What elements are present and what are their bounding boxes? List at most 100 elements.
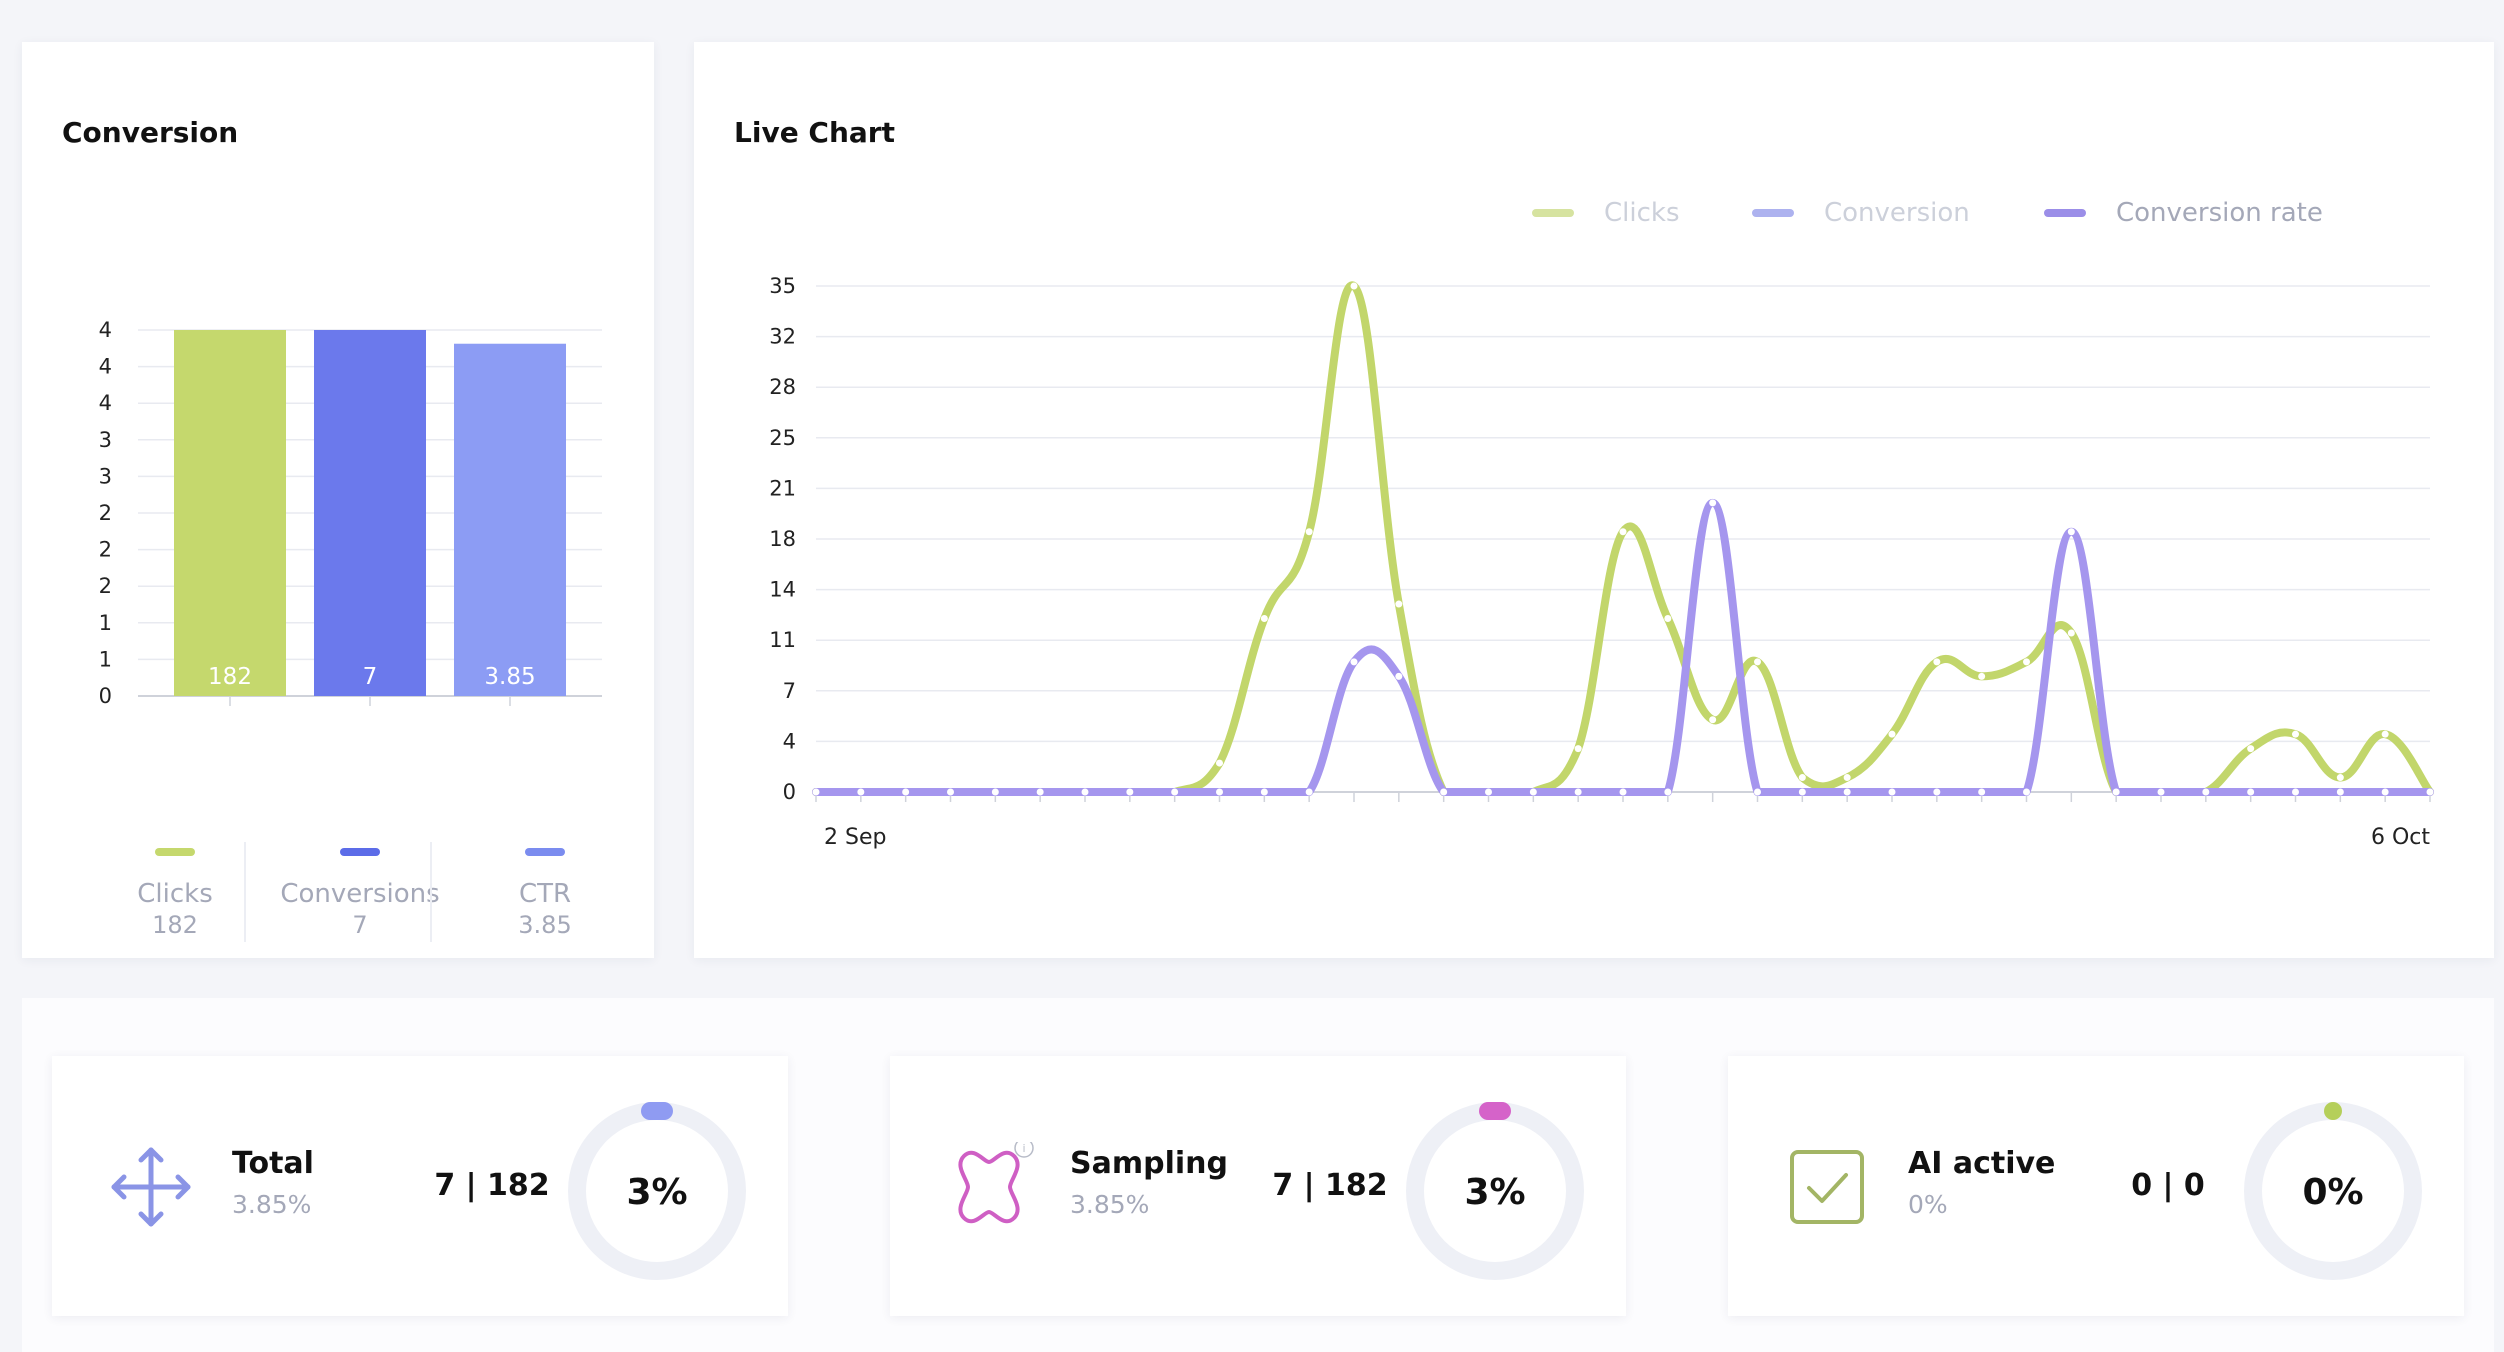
live-legend-conversion-label: Conversion	[1824, 198, 1970, 228]
live-legend-conversion-rate[interactable]: Conversion rate	[2044, 198, 2323, 228]
progress-donut: 3%	[1406, 1102, 1584, 1280]
line-ytick-label: 32	[769, 325, 796, 349]
series-point-conversion-rate[interactable]	[1529, 788, 1537, 796]
series-point-clicks[interactable]	[1305, 528, 1313, 536]
series-point-conversion-rate[interactable]	[2426, 788, 2434, 796]
series-point-clicks[interactable]	[1619, 528, 1627, 536]
series-point-clicks[interactable]	[1574, 745, 1582, 753]
stat-card-sampling: i Sampling 3.85% 7 | 182 3%	[890, 1056, 1626, 1316]
line-ytick-label: 0	[783, 780, 796, 804]
legend-conversions-value: 7	[352, 911, 368, 939]
series-point-clicks[interactable]	[1754, 658, 1761, 666]
bar-conversions[interactable]	[314, 330, 426, 696]
series-point-conversion-rate[interactable]	[1395, 672, 1403, 680]
series-point-conversion-rate[interactable]	[2112, 788, 2120, 796]
live-legend-conversion-rate-swatch	[2044, 209, 2086, 217]
line-ytick-label: 14	[769, 578, 796, 602]
series-point-conversion-rate[interactable]	[2023, 788, 2030, 796]
series-point-clicks[interactable]	[1978, 672, 1986, 680]
series-point-conversion-rate[interactable]	[1709, 499, 1717, 507]
live-chart-title: Live Chart	[734, 116, 895, 149]
bar-ytick-label: 3	[99, 464, 112, 488]
stat-card-total: Total 3.85% 7 | 182 3%	[52, 1056, 788, 1316]
series-point-conversion-rate[interactable]	[1171, 788, 1179, 796]
series-point-conversion-rate[interactable]	[1798, 788, 1806, 796]
stat-name: Total	[232, 1146, 314, 1181]
bar-ctr[interactable]	[454, 343, 566, 696]
series-point-conversion-rate[interactable]	[2336, 788, 2344, 796]
series-point-clicks[interactable]	[2247, 745, 2255, 753]
series-point-conversion-rate[interactable]	[2381, 788, 2389, 796]
series-point-conversion-rate[interactable]	[1440, 788, 1448, 796]
legend-clicks[interactable]: Clicks 182	[82, 802, 268, 942]
stat-card-ai-active: AI active 0% 0 | 0 0%	[1728, 1056, 2464, 1316]
series-point-conversion-rate[interactable]	[1843, 788, 1851, 796]
series-point-conversion-rate[interactable]	[1485, 788, 1492, 796]
series-point-conversion-rate[interactable]	[1305, 788, 1313, 796]
series-point-conversion-rate[interactable]	[2067, 528, 2075, 536]
series-point-conversion-rate[interactable]	[1081, 788, 1089, 796]
series-point-conversion-rate[interactable]	[1933, 788, 1941, 796]
live-legend-clicks[interactable]: Clicks	[1532, 198, 1680, 228]
series-point-conversion-rate[interactable]	[1664, 788, 1672, 796]
series-point-conversion-rate[interactable]	[2202, 788, 2210, 796]
series-point-clicks[interactable]	[2336, 774, 2344, 782]
series-point-conversion-rate[interactable]	[2247, 788, 2255, 796]
series-point-conversion-rate[interactable]	[812, 788, 820, 796]
bar-clicks[interactable]	[174, 330, 286, 696]
series-point-conversion-rate[interactable]	[1036, 788, 1044, 796]
line-ytick-label: 35	[769, 274, 796, 298]
live-legend-conversion-swatch	[1752, 209, 1794, 217]
series-point-clicks[interactable]	[1664, 615, 1672, 623]
live-legend-conversion[interactable]: Conversion	[1752, 198, 1970, 228]
series-point-conversion-rate[interactable]	[1754, 788, 1761, 796]
legend-conversions-label: Conversions	[280, 879, 440, 909]
line-ytick-label: 25	[769, 426, 796, 450]
series-point-conversion-rate[interactable]	[1619, 788, 1627, 796]
series-point-clicks[interactable]	[1216, 759, 1223, 767]
series-point-clicks[interactable]	[1798, 774, 1806, 782]
series-point-clicks[interactable]	[2023, 658, 2030, 666]
legend-clicks-swatch	[155, 848, 195, 856]
stat-name: Sampling	[1070, 1146, 1228, 1181]
legend-conversions[interactable]: Conversions 7	[267, 802, 453, 942]
series-point-clicks[interactable]	[1350, 282, 1358, 290]
series-point-clicks[interactable]	[1395, 600, 1403, 608]
series-point-conversion-rate[interactable]	[2292, 788, 2299, 796]
legend-ctr[interactable]: CTR 3.85	[452, 802, 638, 942]
series-point-conversion-rate[interactable]	[857, 788, 865, 796]
series-point-clicks[interactable]	[1260, 615, 1268, 623]
line-xtick-label: 6 Oct	[2371, 825, 2430, 850]
stat-ratio: 7 | 182	[1272, 1168, 1388, 1203]
series-point-conversion-rate[interactable]	[1350, 658, 1358, 666]
line-ytick-label: 11	[769, 628, 796, 652]
stat-subvalue: 0%	[1908, 1190, 1948, 1219]
series-point-conversion-rate[interactable]	[902, 788, 910, 796]
info-icon[interactable]	[1014, 1142, 1034, 1158]
series-point-clicks[interactable]	[2292, 730, 2299, 738]
series-line-conversion-rate[interactable]	[812, 498, 2434, 796]
line-ytick-label: 18	[769, 527, 796, 551]
series-point-conversion-rate[interactable]	[1126, 788, 1134, 796]
series-point-conversion-rate[interactable]	[2157, 788, 2165, 796]
stat-name: AI active	[1908, 1146, 2056, 1181]
series-point-conversion-rate[interactable]	[1216, 788, 1223, 796]
series-point-conversion-rate[interactable]	[947, 788, 954, 796]
series-point-clicks[interactable]	[1933, 658, 1941, 666]
series-point-clicks[interactable]	[1709, 716, 1717, 724]
series-point-conversion-rate[interactable]	[1574, 788, 1582, 796]
series-point-clicks[interactable]	[2067, 629, 2075, 637]
series-point-clicks[interactable]	[2381, 730, 2389, 738]
series-point-clicks[interactable]	[1888, 730, 1896, 738]
series-point-conversion-rate[interactable]	[991, 788, 999, 796]
series-point-clicks[interactable]	[1843, 774, 1851, 782]
live-legend-clicks-label: Clicks	[1604, 198, 1680, 228]
series-point-conversion-rate[interactable]	[1978, 788, 1986, 796]
series-point-conversion-rate[interactable]	[1888, 788, 1896, 796]
live-line-chart: 0 4 7 11 14 18 21 25 28 32 35 2 Sep 6 Oct	[769, 274, 2434, 850]
series-point-conversion-rate[interactable]	[1260, 788, 1268, 796]
bar-data-label: 182	[208, 664, 252, 690]
progress-donut: 3%	[568, 1102, 746, 1280]
stat-ratio: 7 | 182	[434, 1168, 550, 1203]
legend-ctr-swatch	[525, 848, 565, 856]
